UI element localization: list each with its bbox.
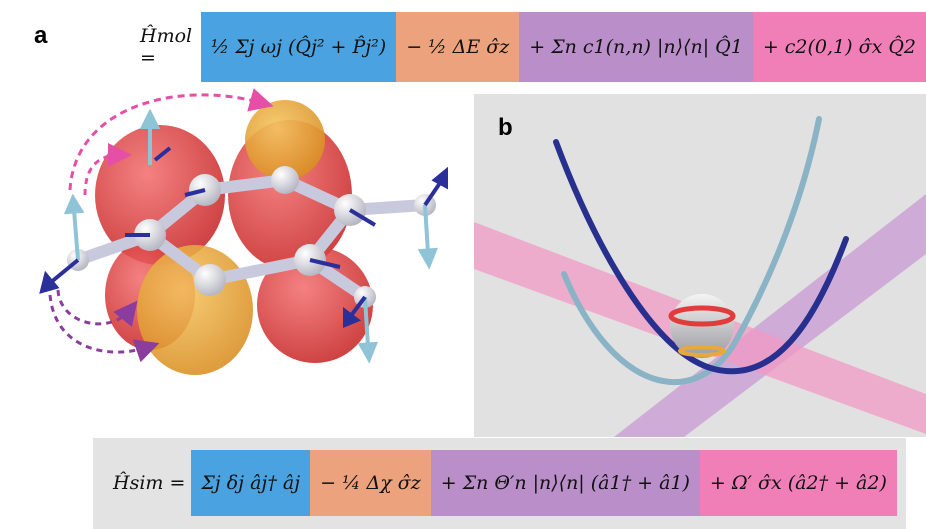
eq-sim-term-tuning: + Σn Θ′n |n⟩⟨n| (â1† + â1): [430, 450, 700, 516]
dark-potential-curve: [553, 139, 849, 375]
molecule-atoms: [67, 166, 436, 308]
orbital-lobe: [245, 100, 325, 180]
panel-label-a: a: [34, 22, 48, 49]
panel-label-b: b: [498, 114, 513, 141]
potential-energy-illustration: [474, 116, 926, 437]
pink-dashed-arrow: [68, 88, 274, 191]
molecule-illustration: [39, 88, 448, 375]
orange-ring: [678, 345, 726, 357]
eq-sim-lhs: Ĥsim =: [113, 472, 186, 494]
eq-mol-term-vibrational: ½ Σj ωj (Q̂j² + P̂j²): [200, 12, 397, 82]
eq-sim-term-coupling: + Ω′ σ̂x (â2† + â2): [699, 450, 897, 516]
red-ring: [668, 305, 736, 327]
eq-mol-term-coupling: + c2(0,1) σ̂x Q̂2: [752, 12, 926, 82]
purple-dashed-arrow: [56, 289, 138, 327]
purple-dashed-arrow: [48, 294, 160, 363]
eq-mol-lhs: Ĥmol =: [140, 25, 193, 69]
simulator-hamiltonian-equation: Ĥsim = Σj δj âj† âj − ¼ Δχ σ̂z + Σn Θ′n …: [113, 450, 897, 516]
pink-dashed-arrow: [83, 143, 132, 196]
eq-mol-term-tuning: + Σn c1(n,n) |n⟩⟨n| Q̂1: [519, 12, 753, 82]
eq-sim-term-qubit: − ¼ Δχ σ̂z: [310, 450, 431, 516]
eq-mol-term-electronic: − ½ ΔE σ̂z: [396, 12, 520, 82]
molecular-hamiltonian-equation: Ĥmol = ½ Σj ωj (Q̂j² + P̂j²) − ½ ΔE σ̂z …: [140, 12, 926, 82]
eq-sim-term-modes: Σj δj âj† âj: [191, 450, 311, 516]
panel-b-potentials: b: [474, 94, 926, 437]
displacement-arrows-light: [63, 108, 439, 364]
displacement-arrows-dark: [39, 146, 448, 328]
light-potential-curve: [561, 116, 822, 385]
purple-band: [614, 194, 926, 437]
simulator-hamiltonian-box: Ĥsim = Σj δj âj† âj − ¼ Δχ σ̂z + Σn Θ′n …: [93, 438, 906, 529]
